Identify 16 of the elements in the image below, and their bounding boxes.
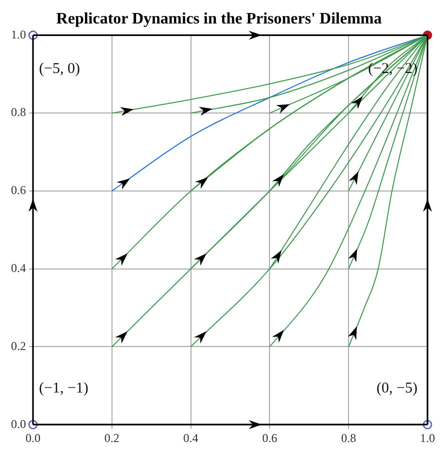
x-tick-label: 0.4 [183, 430, 198, 445]
y-tick-label: 0.0 [11, 416, 26, 431]
y-tick-label: 0.2 [11, 338, 26, 353]
y-tick-label: 1.0 [11, 27, 26, 42]
y-tick-label: 0.4 [11, 260, 26, 275]
annotation: (−5, 0) [39, 61, 80, 78]
chart-title: Replicator Dynamics in the Prisoners' Dilemma [56, 10, 382, 28]
annotation: (0, −5) [376, 380, 418, 397]
x-tick-label: 0.0 [26, 430, 40, 445]
annotation: (−1, −1) [39, 380, 88, 397]
y-tick-label: 0.8 [11, 105, 26, 120]
x-tick-label: 1.0 [420, 430, 435, 445]
x-tick-label: 0.6 [262, 430, 278, 445]
x-tick-label: 0.8 [341, 430, 356, 445]
x-tick-label: 0.2 [104, 430, 120, 445]
y-tick-label: 0.6 [11, 183, 26, 198]
